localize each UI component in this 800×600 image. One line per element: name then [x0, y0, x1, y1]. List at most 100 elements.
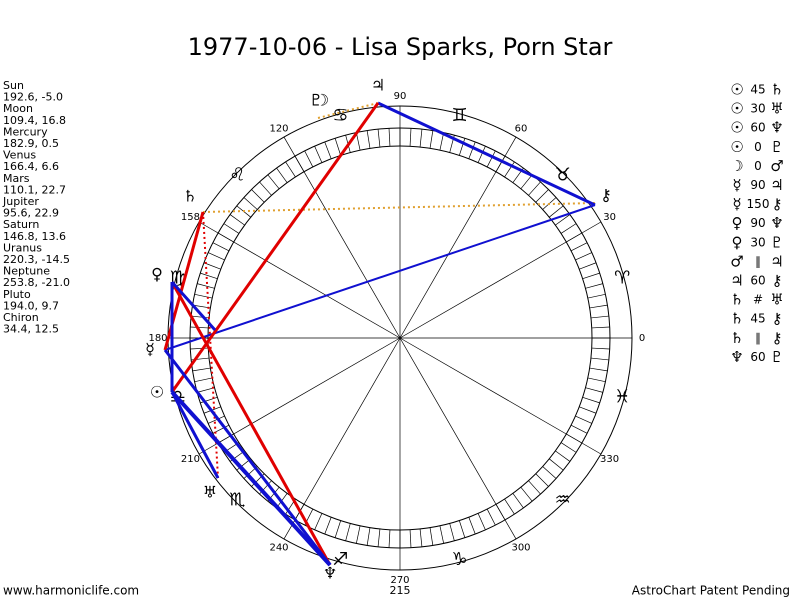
ring-tick	[223, 223, 240, 234]
ring-tick	[419, 129, 423, 148]
degree-label: 210	[181, 454, 200, 465]
ring-tick	[285, 161, 296, 178]
aspect-line	[170, 281, 332, 566]
ring-tick	[304, 150, 314, 168]
ring-tick	[591, 347, 610, 350]
ring-tick	[409, 529, 412, 548]
ring-tick	[535, 473, 549, 487]
degree-label: 300	[511, 543, 530, 554]
ring-tick	[197, 283, 215, 289]
wheel: 0306090120158180210240270300330215♈♉♊♋♌♍…	[145, 76, 645, 598]
ring-tick	[555, 450, 571, 462]
ring-tick	[528, 181, 541, 196]
ring-tick	[388, 128, 391, 147]
planet-position: 182.9, 0.5	[3, 137, 59, 150]
ring-tick	[191, 315, 210, 319]
planet-position: 192.6, -5.0	[3, 91, 63, 104]
ring-tick	[334, 520, 342, 538]
ring-tick	[243, 197, 258, 210]
planet-name: Mars	[3, 172, 30, 185]
aspect-from: ♄	[730, 291, 743, 309]
aspect-line	[170, 280, 217, 332]
ring-tick	[458, 520, 466, 538]
ring-tick	[504, 161, 515, 178]
ring-tick	[194, 377, 213, 383]
ring-tick	[535, 189, 549, 203]
aspect-from: ☿	[732, 176, 741, 194]
zodiac-sign: ♓	[614, 387, 630, 408]
ring-tick	[439, 132, 445, 151]
planet-glyph: ☽	[315, 91, 329, 110]
ring-tick	[542, 466, 557, 479]
ring-tick	[276, 167, 288, 183]
aspect-to: ♇	[770, 138, 783, 156]
aspect-to: ♅	[770, 100, 783, 118]
ring-tick	[377, 528, 381, 547]
ring-tick	[548, 458, 564, 471]
footer-right: AstroChart Patent Pending	[632, 584, 790, 598]
ring-tick	[190, 347, 209, 350]
ring-tick	[439, 525, 445, 544]
aspect-type: 90	[750, 178, 765, 192]
ring-tick	[200, 272, 218, 280]
ring-tick	[314, 146, 323, 163]
aspect-from: ☉	[730, 119, 743, 137]
footer-left: www.harmoniclife.com	[3, 584, 139, 598]
aspect-from: ☽	[730, 157, 743, 175]
ring-tick	[208, 415, 225, 424]
ring-tick	[190, 326, 209, 329]
planet-position: 253.8, -21.0	[3, 276, 70, 289]
title: 1977-10-06 - Lisa Sparks, Porn Star	[188, 33, 613, 61]
aspect-type: 150	[747, 197, 770, 211]
aspect-to: ♇	[770, 233, 783, 251]
ring-tick	[504, 498, 515, 515]
ring-tick	[229, 214, 245, 226]
planet-position: 34.4, 12.5	[3, 323, 59, 336]
aspect-type: #	[753, 293, 763, 307]
degree-label: 90	[394, 91, 407, 102]
planet-position: 194.0, 9.7	[3, 299, 59, 312]
zodiac-sign: ♐	[332, 549, 348, 570]
aspect-to: ⚷	[772, 310, 783, 328]
ring-tick	[251, 189, 265, 203]
degree-label: 270	[390, 575, 409, 586]
ring-tick	[585, 387, 603, 393]
planet-name: Jupiter	[2, 195, 39, 208]
ring-tick	[477, 146, 486, 163]
ring-tick	[560, 442, 577, 453]
ring-tick	[579, 262, 597, 270]
aspect-to: ⚷	[772, 272, 783, 290]
zodiac-sign: ♑	[451, 549, 467, 570]
aspect-type: 0	[754, 140, 762, 154]
zodiac-sign: ♋	[332, 105, 348, 126]
aspect-type: 30	[750, 102, 765, 116]
ring-tick	[512, 493, 524, 509]
zodiac-sign: ♒	[555, 490, 571, 511]
planet-name: Uranus	[3, 241, 42, 254]
ring-tick	[582, 272, 600, 280]
aspect-type: ∥	[755, 331, 761, 345]
planet-name: Pluto	[3, 288, 31, 301]
aspect-type: 0	[754, 159, 762, 173]
ring-tick	[575, 252, 592, 261]
planet-name: Venus	[3, 149, 36, 162]
spoke	[198, 337, 401, 455]
spoke	[399, 221, 602, 339]
aspect-from: ♄	[730, 329, 743, 347]
ring-tick	[345, 523, 351, 541]
aspect-type: 30	[750, 235, 765, 249]
ring-tick	[355, 525, 361, 544]
aspect-line	[170, 390, 332, 567]
ring-tick	[192, 367, 211, 372]
ring-tick	[468, 517, 476, 535]
aspect-from: ☉	[730, 100, 743, 118]
planet-name: Chiron	[3, 311, 39, 324]
aspect-from: ♆	[730, 348, 743, 366]
ring-tick	[324, 141, 332, 159]
aspect-list: ☉ 45 ♄☉ 30 ♅☉ 60 ♆☉ 0 ♇☽ 0 ♂☿ 90 ♃☿ 150 ⚷♀ 90 ♆♀ 30 ♇♂ ∥ ♃♃ 6…	[730, 81, 783, 366]
aspect-line	[164, 204, 596, 351]
degree-label: 215	[390, 584, 411, 597]
ring-tick	[212, 242, 230, 252]
ring-tick	[267, 174, 280, 190]
